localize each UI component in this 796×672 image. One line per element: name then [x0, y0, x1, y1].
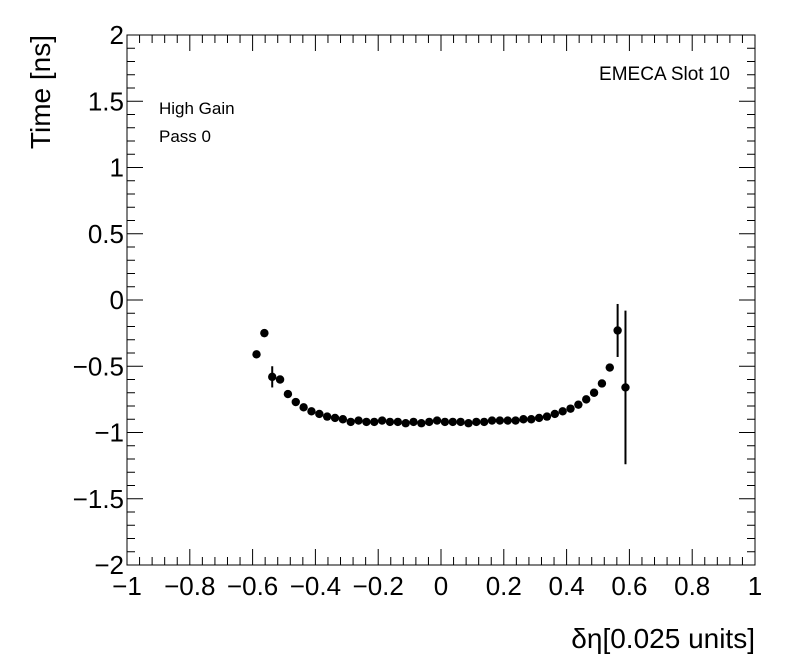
data-point	[448, 417, 457, 427]
data-point	[346, 417, 355, 427]
data-point	[322, 412, 332, 421]
y-tick-label: 0.5	[88, 219, 124, 249]
x-tick-labels: −1 −0.8 −0.6 −0.4 −0.2 0 0.2 0.4 0.6 0.8 1	[112, 571, 762, 601]
data-point	[487, 416, 497, 425]
data-point	[464, 419, 473, 428]
x-tick-label: −0.2	[353, 571, 404, 601]
data-point	[268, 372, 277, 382]
x-tick-label: 1	[748, 571, 762, 601]
data-point	[550, 409, 560, 419]
annotation-pass: Pass 0	[159, 127, 211, 146]
data-point	[370, 417, 379, 427]
data-point	[456, 417, 465, 427]
x-tick-label: 0	[434, 571, 448, 601]
data-point	[582, 395, 591, 404]
x-tick-label: 0.6	[611, 571, 647, 601]
data-point	[362, 417, 371, 427]
data-point	[275, 375, 285, 384]
y-tick-label: 0	[110, 285, 124, 315]
x-tick-label: 0.4	[549, 571, 585, 601]
data-point	[527, 415, 536, 424]
y-tick-label: −0.5	[73, 351, 124, 381]
data-point	[425, 417, 434, 427]
y-tick-label: −1.5	[73, 484, 124, 514]
y-tick-label: 2	[110, 20, 124, 50]
data-point	[409, 417, 418, 427]
data-point	[605, 363, 614, 372]
data-point	[315, 409, 324, 419]
y-tick-labels: −2 −1.5 −1 −0.5 0 0.5 1 1.5 2	[73, 20, 124, 580]
data-point	[401, 419, 410, 428]
data-point	[385, 417, 395, 427]
annotation-slot: EMECA Slot 10	[599, 64, 730, 85]
data-point	[621, 383, 630, 392]
y-tick-label: 1	[110, 153, 124, 183]
data-point	[479, 417, 489, 427]
x-tick-label: −0.4	[290, 571, 341, 601]
x-tick-label: −0.8	[164, 571, 215, 601]
data-point	[354, 416, 363, 425]
data-point	[291, 397, 300, 407]
x-tick-label: 0.2	[486, 571, 522, 601]
x-tick-label: −1	[112, 571, 142, 601]
data-point	[472, 417, 481, 427]
data-points	[252, 303, 630, 465]
data-point	[613, 326, 622, 335]
data-point	[503, 416, 512, 425]
y-tick-label: −1	[94, 418, 124, 448]
data-point	[252, 350, 261, 359]
annotation-high-gain: High Gain	[159, 99, 235, 118]
data-point	[330, 413, 340, 423]
data-point	[417, 419, 426, 428]
x-tick-label: −0.6	[227, 571, 278, 601]
axis-ticks	[126, 34, 756, 566]
data-point	[542, 412, 552, 421]
data-point	[260, 328, 269, 338]
data-point	[534, 413, 544, 423]
data-point	[299, 403, 308, 412]
data-point	[377, 416, 387, 425]
data-point	[338, 415, 348, 424]
data-point	[511, 416, 520, 425]
x-axis-label: δη[0.025 units]	[571, 623, 755, 654]
x-tick-label: 0.8	[674, 571, 710, 601]
data-point	[589, 388, 599, 397]
data-point	[495, 416, 505, 425]
data-point	[597, 379, 607, 388]
data-point	[519, 415, 528, 424]
data-point	[393, 417, 403, 427]
data-point	[558, 407, 567, 416]
data-point	[432, 416, 442, 425]
y-axis-label: Time [ns]	[25, 35, 56, 149]
data-point	[307, 407, 316, 416]
data-point	[566, 404, 575, 413]
data-point	[283, 389, 293, 399]
data-point	[440, 417, 450, 427]
data-point	[574, 400, 583, 409]
y-tick-label: −2	[94, 550, 124, 580]
y-tick-label: 1.5	[88, 86, 124, 116]
